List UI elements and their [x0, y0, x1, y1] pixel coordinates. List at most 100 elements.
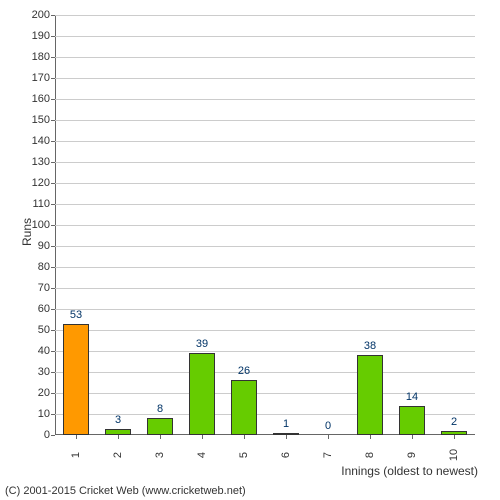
- y-tick-mark: [51, 393, 55, 394]
- x-tick-mark: [454, 435, 455, 439]
- x-tick-label: 6: [280, 452, 292, 458]
- bar: [357, 355, 383, 435]
- bar-value-label: 2: [451, 416, 457, 428]
- grid-line: [55, 204, 475, 205]
- x-tick-mark: [328, 435, 329, 439]
- bar: [189, 353, 215, 435]
- grid-line: [55, 309, 475, 310]
- bar-value-label: 3: [115, 414, 121, 426]
- grid-line: [55, 78, 475, 79]
- plot-area: 533839261038142: [55, 15, 475, 435]
- y-tick-mark: [51, 372, 55, 373]
- y-tick-mark: [51, 351, 55, 352]
- x-tick-mark: [412, 435, 413, 439]
- grid-line: [55, 57, 475, 58]
- y-tick-label: 140: [32, 135, 50, 147]
- y-tick-mark: [51, 288, 55, 289]
- grid-line: [55, 267, 475, 268]
- y-tick-mark: [51, 309, 55, 310]
- bar-value-label: 8: [157, 403, 163, 415]
- y-tick-label: 190: [32, 30, 50, 42]
- grid-line: [55, 120, 475, 121]
- bar: [63, 324, 89, 435]
- y-tick-label: 50: [38, 324, 50, 336]
- y-tick-mark: [51, 246, 55, 247]
- y-tick-label: 80: [38, 261, 50, 273]
- x-tick-mark: [76, 435, 77, 439]
- x-tick-label: 7: [322, 452, 334, 458]
- bar: [231, 380, 257, 435]
- y-tick-label: 90: [38, 240, 50, 252]
- bar-value-label: 0: [325, 420, 331, 432]
- x-tick-label: 5: [238, 452, 250, 458]
- y-tick-label: 70: [38, 282, 50, 294]
- y-tick-label: 40: [38, 345, 50, 357]
- y-tick-label: 10: [38, 408, 50, 420]
- y-tick-label: 120: [32, 177, 50, 189]
- y-tick-mark: [51, 435, 55, 436]
- x-tick-mark: [286, 435, 287, 439]
- x-axis-title: Innings (oldest to newest): [341, 464, 478, 478]
- y-tick-label: 150: [32, 114, 50, 126]
- y-tick-mark: [51, 36, 55, 37]
- bar-value-label: 14: [406, 391, 418, 403]
- y-tick-mark: [51, 225, 55, 226]
- grid-line: [55, 99, 475, 100]
- x-tick-label: 9: [406, 452, 418, 458]
- y-tick-label: 30: [38, 366, 50, 378]
- x-tick-label: 2: [112, 452, 124, 458]
- grid-line: [55, 183, 475, 184]
- y-tick-label: 20: [38, 387, 50, 399]
- x-tick-label: 1: [70, 452, 82, 458]
- y-tick-label: 130: [32, 156, 50, 168]
- bar-value-label: 38: [364, 340, 376, 352]
- y-tick-mark: [51, 162, 55, 163]
- y-tick-mark: [51, 204, 55, 205]
- y-tick-mark: [51, 183, 55, 184]
- y-tick-mark: [51, 78, 55, 79]
- grid-line: [55, 351, 475, 352]
- grid-line: [55, 15, 475, 16]
- y-tick-mark: [51, 330, 55, 331]
- bar-value-label: 39: [196, 338, 208, 350]
- grid-line: [55, 36, 475, 37]
- grid-line: [55, 246, 475, 247]
- y-tick-label: 160: [32, 93, 50, 105]
- x-tick-mark: [160, 435, 161, 439]
- x-tick-mark: [370, 435, 371, 439]
- grid-line: [55, 162, 475, 163]
- x-tick-label: 4: [196, 452, 208, 458]
- grid-line: [55, 225, 475, 226]
- bar: [399, 406, 425, 435]
- y-tick-label: 0: [44, 429, 50, 441]
- y-tick-label: 170: [32, 72, 50, 84]
- y-tick-label: 100: [32, 219, 50, 231]
- copyright-text: (C) 2001-2015 Cricket Web (www.cricketwe…: [5, 485, 246, 497]
- y-tick-mark: [51, 267, 55, 268]
- y-tick-label: 60: [38, 303, 50, 315]
- bar-value-label: 26: [238, 365, 250, 377]
- y-tick-mark: [51, 414, 55, 415]
- chart-container: 533839261038142 Runs Innings (oldest to …: [0, 0, 500, 500]
- y-tick-label: 200: [32, 9, 50, 21]
- x-tick-label: 3: [154, 452, 166, 458]
- bar-value-label: 53: [70, 309, 82, 321]
- x-tick-mark: [202, 435, 203, 439]
- y-tick-mark: [51, 141, 55, 142]
- x-tick-label: 10: [448, 449, 460, 461]
- grid-line: [55, 141, 475, 142]
- grid-line: [55, 372, 475, 373]
- bar: [147, 418, 173, 435]
- x-tick-mark: [118, 435, 119, 439]
- y-tick-mark: [51, 99, 55, 100]
- y-tick-label: 110: [32, 198, 50, 210]
- y-tick-mark: [51, 15, 55, 16]
- bar-value-label: 1: [283, 418, 289, 430]
- y-tick-mark: [51, 120, 55, 121]
- x-tick-mark: [244, 435, 245, 439]
- x-tick-label: 8: [364, 452, 376, 458]
- grid-line: [55, 330, 475, 331]
- grid-line: [55, 288, 475, 289]
- y-tick-mark: [51, 57, 55, 58]
- y-tick-label: 180: [32, 51, 50, 63]
